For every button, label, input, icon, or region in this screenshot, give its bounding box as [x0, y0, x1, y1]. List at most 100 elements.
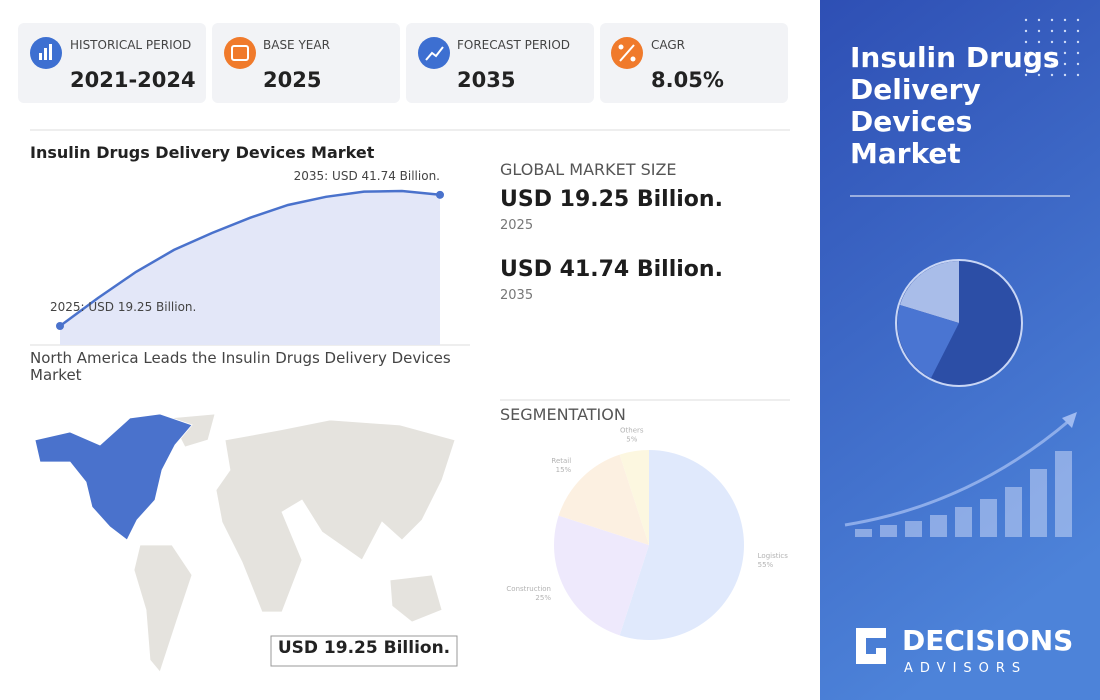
dot — [1024, 18, 1028, 22]
icon — [630, 56, 636, 62]
slice-label: Logistics — [758, 552, 789, 560]
slice-value: 55% — [758, 561, 774, 569]
section-title: SEGMENTATION — [500, 405, 626, 424]
decor — [900, 261, 959, 323]
dot — [1024, 40, 1028, 44]
icon — [231, 45, 249, 61]
dot — [1063, 29, 1067, 33]
decor-bar — [905, 521, 922, 537]
card — [212, 23, 400, 103]
world-map — [34, 413, 456, 673]
panel-title: Insulin Drugs Delivery Devices Market — [850, 41, 1060, 170]
market-year: 2035 — [500, 288, 534, 303]
dot — [1024, 73, 1028, 77]
cards — [18, 23, 788, 103]
area — [60, 191, 440, 345]
icon — [39, 53, 42, 60]
icon — [425, 46, 444, 61]
decor-bar — [955, 507, 972, 537]
land — [133, 544, 193, 673]
market-value: USD 41.74 Billion. — [500, 257, 723, 282]
card — [18, 23, 206, 103]
dot — [1063, 62, 1067, 66]
decor-bar — [880, 525, 897, 537]
card-label: CAGR — [651, 38, 686, 52]
card-label: HISTORICAL PERIOD — [70, 38, 192, 52]
dot — [1076, 51, 1080, 55]
pie-slice — [619, 450, 649, 545]
icon — [618, 44, 624, 50]
market-year: 2025 — [500, 218, 534, 233]
pie-slice — [554, 515, 649, 636]
card-label: BASE YEAR — [263, 38, 330, 52]
dot — [1037, 62, 1041, 66]
land — [215, 419, 456, 613]
logo-icon — [856, 628, 886, 664]
card-value: 8.05% — [651, 68, 724, 92]
dot — [1050, 73, 1054, 77]
dot — [1050, 51, 1054, 55]
dot — [1037, 29, 1041, 33]
dot — [1024, 62, 1028, 66]
data-label: 2025: USD 19.25 Billion. — [50, 300, 196, 314]
decor-arrow — [844, 418, 1071, 527]
dot — [1076, 29, 1080, 33]
line — [59, 189, 441, 328]
decor-arrow — [1062, 412, 1077, 428]
decor — [897, 305, 959, 378]
card-value: 2035 — [457, 68, 516, 92]
decor-bars — [855, 451, 1072, 537]
pie-slice — [619, 450, 744, 640]
slice-label: Construction — [506, 585, 551, 593]
slice-label: Retail — [551, 457, 571, 465]
dot — [1024, 51, 1028, 55]
dot — [1063, 40, 1067, 44]
land — [389, 574, 443, 623]
dot-pattern — [1024, 18, 1080, 77]
decor-bar — [980, 499, 997, 537]
icon — [44, 48, 47, 60]
land-highlight — [34, 413, 193, 541]
section-title: GLOBAL MARKET SIZE — [500, 160, 677, 179]
market-value: USD 19.25 Billion. — [500, 187, 723, 212]
point — [56, 322, 64, 330]
slice-value: 25% — [535, 594, 551, 602]
dot — [1037, 51, 1041, 55]
logo-name: DECISIONS — [902, 624, 1073, 657]
growth-chart: 2025: USD 19.25 Billion. 2035: USD 41.74 … — [50, 169, 444, 345]
dot — [1076, 62, 1080, 66]
dot — [1063, 73, 1067, 77]
dot — [1050, 18, 1054, 22]
pie-slice — [558, 454, 649, 545]
dot — [1037, 40, 1041, 44]
card-value: 2021-2024 — [70, 68, 196, 92]
logo-tagline: ADVISORS — [904, 661, 1027, 676]
decor-pie — [895, 259, 1023, 387]
icon — [49, 44, 52, 60]
dot — [1037, 73, 1041, 77]
point — [436, 190, 444, 199]
card — [406, 23, 594, 103]
icon — [619, 44, 635, 62]
dot — [1050, 62, 1054, 66]
dot — [1024, 29, 1028, 33]
card — [600, 23, 788, 103]
card-label: FORECAST PERIOD — [457, 38, 570, 52]
decor-bar — [855, 529, 872, 537]
dot — [1076, 40, 1080, 44]
icon — [224, 37, 256, 69]
chart-title: Insulin Drugs Delivery Devices Market — [30, 143, 375, 162]
icon — [418, 37, 450, 69]
slice-value: 15% — [556, 466, 572, 474]
map-title: North America Leads the Insulin Drugs De… — [30, 349, 451, 384]
decor-bar — [930, 515, 947, 537]
dot — [1050, 40, 1054, 44]
map-badge: USD 19.25 Billion. — [277, 638, 451, 658]
dot — [1050, 29, 1054, 33]
card-value: 2025 — [263, 68, 322, 92]
dot — [1076, 73, 1080, 77]
decor-bar — [1005, 487, 1022, 537]
